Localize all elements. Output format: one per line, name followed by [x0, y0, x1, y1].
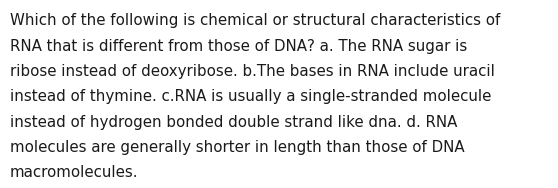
- Text: Which of the following is chemical or structural characteristics of: Which of the following is chemical or st…: [10, 13, 501, 28]
- Text: ribose instead of deoxyribose. b.The bases in RNA include uracil: ribose instead of deoxyribose. b.The bas…: [10, 64, 495, 79]
- Text: macromolecules.: macromolecules.: [10, 165, 138, 180]
- Text: instead of hydrogen bonded double strand like dna. d. RNA: instead of hydrogen bonded double strand…: [10, 115, 458, 130]
- Text: RNA that is different from those of DNA? a. The RNA sugar is: RNA that is different from those of DNA?…: [10, 39, 467, 54]
- Text: instead of thymine. c.RNA is usually a single-stranded molecule: instead of thymine. c.RNA is usually a s…: [10, 89, 492, 104]
- Text: molecules are generally shorter in length than those of DNA: molecules are generally shorter in lengt…: [10, 140, 465, 155]
